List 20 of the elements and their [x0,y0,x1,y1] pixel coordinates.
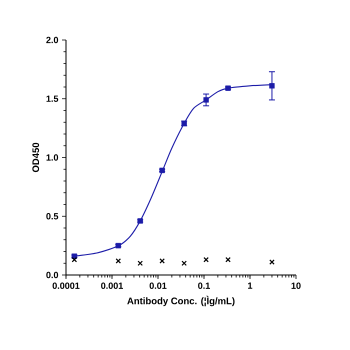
point [225,257,231,262]
x-tick-label: 0.0001 [52,282,80,289]
x-tick-label: 10 [292,282,301,289]
point [203,97,209,103]
y-tick-label: 2.0 [46,36,58,44]
point [159,258,165,264]
point [203,257,209,262]
point [181,260,187,266]
y-tick-label: 0.5 [46,213,58,220]
y-tick-label: 0.0 [46,272,58,278]
y-axis-title: OD450 [32,142,40,172]
point [116,258,122,264]
x-tick-label: 0.001 [101,282,124,289]
point [137,260,143,266]
x-tick-label: 0.1 [198,282,210,289]
y-tick-label: 1.0 [46,154,58,161]
y-tick-label: 1.5 [46,96,58,102]
x-tick-label: 0.01 [150,282,167,289]
x-axis-title: Antibody Conc. (¦Ìg/mL) [127,296,235,306]
x-tick-label: 1 [248,282,252,289]
